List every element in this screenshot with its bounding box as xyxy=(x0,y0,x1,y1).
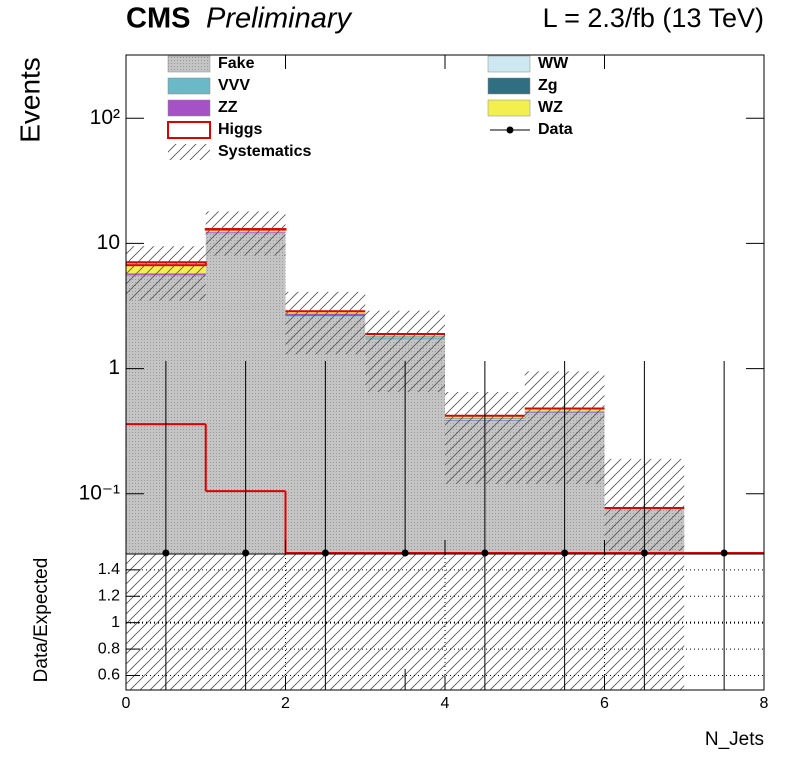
y-tick-label: 1 xyxy=(108,356,120,379)
x-tick-label: 8 xyxy=(760,695,769,712)
ratio-y-tick-label: 0.8 xyxy=(98,640,120,657)
legend-swatch xyxy=(167,77,211,95)
legend-label: Data xyxy=(538,121,573,138)
legend-swatch xyxy=(487,55,531,73)
legend-label: Systematics xyxy=(218,143,311,160)
y-axis-title: Events xyxy=(14,57,45,143)
y-tick-label: 10⁻¹ xyxy=(79,481,120,504)
legend-label: Higgs xyxy=(218,121,263,138)
legend-label: Fake xyxy=(218,55,255,72)
legend-swatch xyxy=(168,144,210,160)
y-tick-label: 10 xyxy=(97,231,120,254)
axes: 0.6 0.8 1 1.2 1.4 0 2 4 6 8 10⁻¹ 1 10 10² Fake VVV ZZ WW Z… xyxy=(79,54,769,712)
ratio-y-tick-label: 1.4 xyxy=(98,561,120,578)
data-point xyxy=(640,549,648,557)
data-point xyxy=(481,549,489,557)
legend-data-marker xyxy=(506,126,514,134)
legend-swatch xyxy=(167,121,211,139)
legend-label: ZZ xyxy=(218,99,238,116)
ratio-frame xyxy=(125,553,765,691)
systematics-band xyxy=(126,246,206,301)
data-point xyxy=(561,549,569,557)
ratio-y-tick-label: 0.6 xyxy=(98,667,120,684)
legend-label: WZ xyxy=(538,99,563,116)
data-point xyxy=(321,549,329,557)
ratio-axis-title: Data/Expected xyxy=(31,558,52,683)
data-point xyxy=(162,549,170,557)
legend-swatch xyxy=(487,99,531,117)
x-axis-title: N_Jets xyxy=(705,729,764,750)
legend-swatch xyxy=(167,99,211,117)
legend-label: Zg xyxy=(538,77,558,94)
ratio-y-tick-label: 1 xyxy=(111,614,120,631)
ratio-plot xyxy=(126,554,764,690)
legend-label: VVV xyxy=(218,77,250,94)
data-point xyxy=(401,549,409,557)
x-tick-label: 2 xyxy=(281,695,290,712)
x-tick-label: 0 xyxy=(122,695,131,712)
experiment-label: CMS xyxy=(126,3,190,35)
systematics-band xyxy=(205,211,286,256)
x-tick-label: 4 xyxy=(441,695,450,712)
ratio-y-tick-label: 1.2 xyxy=(98,587,120,604)
systematics-band xyxy=(285,291,366,355)
lumi-label: L = 2.3/fb (13 TeV) xyxy=(543,3,764,33)
legend-swatch xyxy=(487,77,531,95)
data-point xyxy=(242,549,250,557)
status-label: Preliminary xyxy=(206,3,353,35)
legend-swatch xyxy=(167,55,211,73)
data-point xyxy=(720,549,728,557)
x-tick-label: 6 xyxy=(600,695,609,712)
legend-label: WW xyxy=(538,55,569,72)
y-tick-label: 10² xyxy=(90,106,120,129)
